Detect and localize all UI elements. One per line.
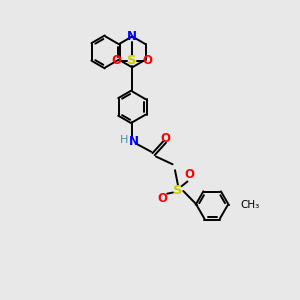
Text: CH₃: CH₃: [240, 200, 259, 210]
Text: N: N: [129, 135, 139, 148]
Text: N: N: [127, 30, 137, 43]
Text: S: S: [173, 184, 183, 197]
Text: H: H: [120, 136, 128, 146]
Text: O: O: [112, 54, 122, 67]
Text: O: O: [160, 132, 170, 145]
Text: S: S: [128, 54, 137, 67]
Text: O: O: [142, 54, 153, 67]
Text: O: O: [184, 168, 195, 181]
Text: O: O: [158, 192, 168, 205]
